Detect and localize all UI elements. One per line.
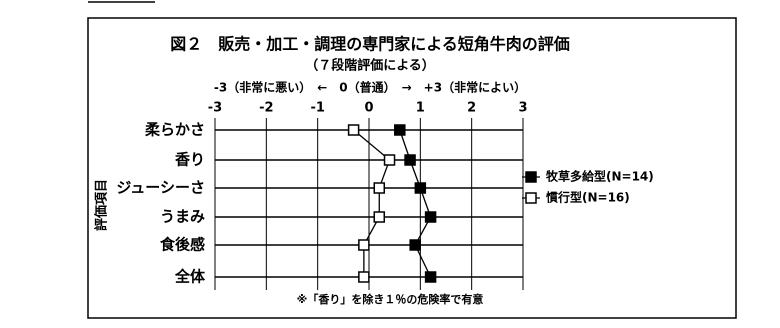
x-tick-label: 2 [467, 101, 476, 116]
marker [358, 271, 370, 283]
y-axis-label: 評価項目 [94, 179, 110, 231]
x-tick-label: 1 [416, 101, 425, 116]
y-tick-label: 香り [175, 151, 205, 169]
footnote: ※「香り」を除き１％の危険率で有意 [297, 292, 484, 306]
y-tick-label: うまみ [160, 208, 205, 226]
marker [347, 124, 360, 136]
legend-marker [525, 192, 537, 204]
y-tick-label: 食後感 [160, 236, 205, 254]
marker [358, 239, 370, 251]
scale-note: -3（非常に悪い） ← 0（普通） → +3（非常によい） [214, 80, 526, 95]
marker [383, 154, 396, 166]
marker [373, 182, 386, 194]
legend-label: 慣行型(N=16) [545, 190, 630, 205]
x-tick-label: -3 [208, 101, 222, 116]
y-tick-label: ジューシーさ [116, 179, 205, 197]
frame [87, 17, 737, 319]
x-tick-label: 0 [364, 101, 373, 116]
y-tick-label: 柔らかさ [145, 121, 205, 139]
x-tick-label: -1 [310, 101, 324, 116]
series-line [399, 129, 432, 278]
marker [373, 211, 386, 223]
marker [424, 271, 437, 283]
legend-marker [525, 171, 537, 183]
chart-title: 図２ 販売・加工・調理の専門家による短角牛肉の評価 [170, 35, 570, 54]
marker [404, 154, 416, 166]
x-tick-label: 3 [518, 101, 527, 116]
marker [424, 211, 437, 223]
chart-subtitle: （７段階評価による） [305, 58, 435, 74]
series-line [353, 129, 391, 277]
marker [414, 182, 427, 194]
x-tick-label: -2 [259, 101, 273, 116]
legend-label: 牧草多給型(N=14) [546, 169, 654, 184]
marker [409, 239, 421, 251]
y-tick-label: 全体 [174, 268, 206, 286]
marker [394, 124, 406, 136]
